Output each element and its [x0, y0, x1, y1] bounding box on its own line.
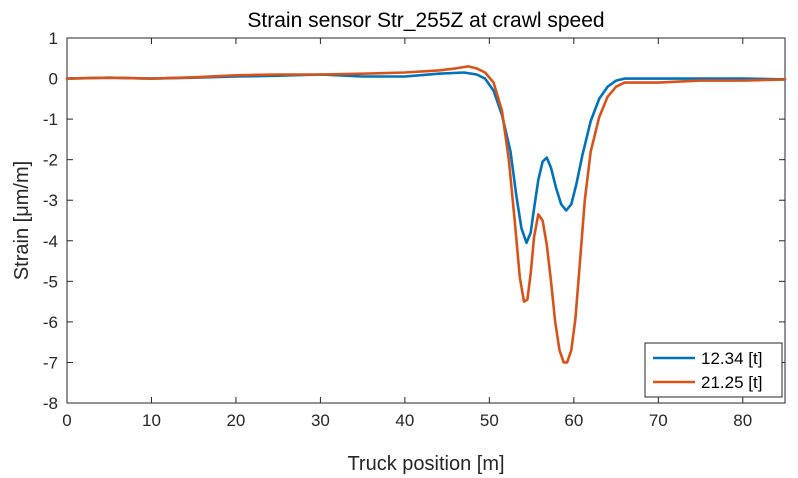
- x-tick-label: 30: [311, 411, 330, 430]
- x-tick-label: 50: [480, 411, 499, 430]
- plot-area: [66, 37, 786, 404]
- legend-label: 21.25 [t]: [701, 373, 762, 392]
- y-axis-label: Strain [μm/m]: [11, 161, 33, 280]
- series-line-1: [65, 71, 787, 245]
- legend: 12.34 [t] 21.25 [t]: [644, 342, 783, 398]
- legend-label: 12.34 [t]: [701, 349, 762, 368]
- series-line-2: [65, 65, 787, 364]
- y-tick-label: -7: [43, 353, 58, 372]
- x-tick-label: 10: [142, 411, 161, 430]
- y-tick-label: -1: [43, 110, 58, 129]
- x-tick-label: 60: [564, 411, 583, 430]
- y-tick-label: -2: [43, 151, 58, 170]
- legend-box: [644, 342, 783, 398]
- y-tick-label: -3: [43, 191, 58, 210]
- x-tick-label: 80: [733, 411, 752, 430]
- x-axis-label: Truck position [m]: [347, 453, 504, 475]
- x-axis: 0 10 20 30 40 50 60 70 80: [62, 38, 752, 430]
- x-tick-label: 70: [649, 411, 668, 430]
- chart-title: Strain sensor Str_255Z at crawl speed: [247, 9, 604, 32]
- series-layer: [65, 65, 787, 364]
- y-tick-label: -8: [43, 394, 58, 413]
- y-tick-label: 1: [49, 29, 58, 48]
- x-tick-label: 0: [62, 411, 71, 430]
- y-tick-label: -6: [43, 313, 58, 332]
- x-tick-label: 40: [395, 411, 414, 430]
- y-axis: 1 0 -1 -2 -3 -4 -5 -6 -7 -8: [43, 29, 785, 413]
- x-tick-label: 20: [226, 411, 245, 430]
- y-tick-label: 0: [49, 70, 58, 89]
- y-tick-label: -4: [43, 232, 58, 251]
- y-tick-label: -5: [43, 272, 58, 291]
